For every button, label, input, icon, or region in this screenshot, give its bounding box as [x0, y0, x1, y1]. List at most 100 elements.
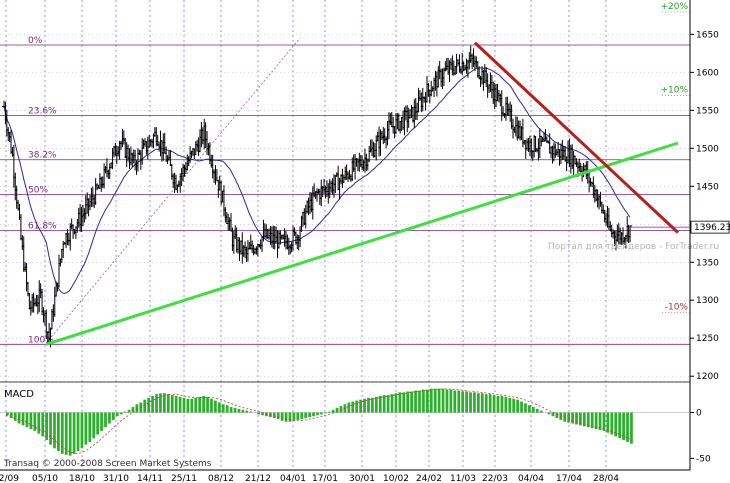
macd-histogram-bar	[119, 412, 123, 415]
percent-levels: +20% +10% -10%	[660, 2, 690, 313]
macd-histogram-bar	[520, 401, 523, 413]
macd-histogram-bar	[104, 412, 107, 428]
macd-histogram-bar	[610, 412, 614, 435]
date-tick-label: 17/01	[312, 474, 338, 483]
macd-histogram-bar	[308, 412, 311, 418]
price-tick-label: 1250	[696, 334, 719, 344]
date-tick-label: 04/04	[518, 474, 544, 483]
macd-histogram-bar	[296, 412, 300, 420]
macd-histogram-bar	[123, 411, 127, 413]
macd-histogram-bar	[57, 412, 60, 452]
macd-histogram-bar	[406, 391, 410, 413]
macd-histogram-bar	[331, 409, 335, 413]
macd-histogram-bar	[159, 393, 162, 413]
last-price-label: 1396.23	[694, 223, 730, 233]
macd-histogram-bar	[217, 402, 221, 413]
price-tick-label: 1550	[696, 106, 719, 116]
macd-histogram-bar	[198, 396, 202, 413]
date-tick-label: 21/12	[245, 474, 271, 483]
macd-histogram-bar	[496, 396, 500, 413]
macd-histogram-bar	[347, 402, 351, 413]
macd-histogram-bar	[512, 398, 516, 413]
macd-title: MACD	[4, 389, 34, 400]
date-tick-label: 11/03	[450, 474, 476, 483]
macd-histogram-bar	[422, 389, 425, 413]
macd-histogram-bar	[284, 412, 288, 422]
macd-histogram-bar	[473, 392, 476, 413]
macd-histogram-bar	[84, 412, 88, 445]
macd-histogram-bar	[60, 412, 64, 454]
fib-level-label: 0%	[28, 36, 43, 46]
date-tick-label: 30/01	[349, 474, 375, 483]
macd-histogram-bar	[335, 407, 339, 413]
macd-histogram-bar	[178, 396, 182, 413]
price-axis: 1650160015501500145014001350130012501200	[689, 0, 719, 470]
macd-histogram-bar	[68, 412, 72, 456]
macd-histogram-bar	[21, 412, 25, 426]
macd-histogram-bar	[492, 395, 496, 413]
percent-level-label: +20%	[660, 2, 688, 12]
macd-axis: 0 -50	[690, 409, 711, 464]
macd-histogram-bar	[367, 397, 370, 413]
fib-level-label: 61.8%	[28, 221, 57, 231]
fib-level-label: 38.2%	[28, 151, 57, 161]
macd-histogram-bar	[378, 396, 382, 413]
macd-tick-label: -50	[696, 454, 711, 464]
macd-histogram-bar	[206, 396, 209, 413]
macd-histogram-bar	[33, 412, 37, 431]
macd-histogram-bar	[437, 388, 441, 413]
macd-histogram-bar	[390, 394, 394, 413]
date-tick-label: 25/11	[171, 474, 197, 483]
macd-histogram-bar	[488, 394, 492, 413]
macd-histogram-bar	[626, 412, 629, 442]
macd-histogram-bar	[316, 412, 319, 416]
macd-histogram-bar	[166, 394, 170, 413]
date-tick-label: 05/10	[32, 474, 58, 483]
macd-histogram-bar	[225, 405, 229, 413]
macd-histogram-bar	[394, 393, 398, 413]
macd-histogram-bar	[508, 397, 512, 413]
date-tick-label: 22/09	[0, 474, 19, 483]
price-tick-label: 1300	[696, 296, 719, 306]
percent-level-label: +10%	[660, 85, 688, 95]
macd-histogram-bar	[25, 412, 29, 428]
macd-histogram-bar	[582, 412, 586, 427]
macd-histogram-bar	[135, 404, 139, 413]
macd-histogram-bar	[371, 397, 374, 413]
date-axis: 22/09 05/10 18/10 31/10 14/11 25/11 08/12 21/12…	[0, 469, 690, 483]
macd-histogram-bar	[374, 396, 378, 413]
last-price-box	[690, 220, 730, 234]
macd-histogram-bar	[359, 399, 362, 413]
macd-histogram-bar	[410, 391, 414, 413]
macd-histogram-bar	[414, 390, 417, 413]
macd-histogram-bar	[233, 407, 237, 413]
macd-histogram-bar	[174, 396, 178, 413]
macd-histogram-bar	[590, 412, 594, 429]
macd-histogram-bar	[108, 412, 111, 424]
macd-histogram-bar	[304, 412, 308, 419]
macd-histogram-bar	[194, 397, 198, 413]
macd-histogram-bar	[100, 412, 103, 431]
macd-histogram-bar	[457, 390, 461, 413]
macd-signal-line	[5, 388, 631, 454]
macd-histogram-bar	[245, 410, 249, 413]
macd-histogram-bar	[272, 412, 276, 419]
macd-histogram-bar	[453, 390, 457, 413]
macd-histogram-bar	[339, 406, 343, 413]
date-tick-label: 04/01	[280, 474, 306, 483]
macd-histogram-bar	[323, 412, 327, 414]
macd-histogram-bar	[594, 412, 598, 430]
macd-histogram-bar	[45, 412, 48, 441]
macd-histogram-bar	[92, 412, 96, 439]
macd-histogram-bar	[539, 410, 543, 413]
macd-histogram-bar	[80, 412, 84, 449]
macd-histogram-bar	[602, 412, 606, 431]
macd-histogram-bar	[13, 412, 17, 421]
macd-histogram-bar	[210, 398, 213, 413]
macd-histogram-bar	[441, 388, 445, 413]
macd-histogram-bar	[528, 405, 531, 413]
macd-histogram-bar	[355, 400, 359, 413]
macd-histogram-bar	[64, 412, 68, 455]
macd-histogram-bar	[461, 391, 465, 413]
